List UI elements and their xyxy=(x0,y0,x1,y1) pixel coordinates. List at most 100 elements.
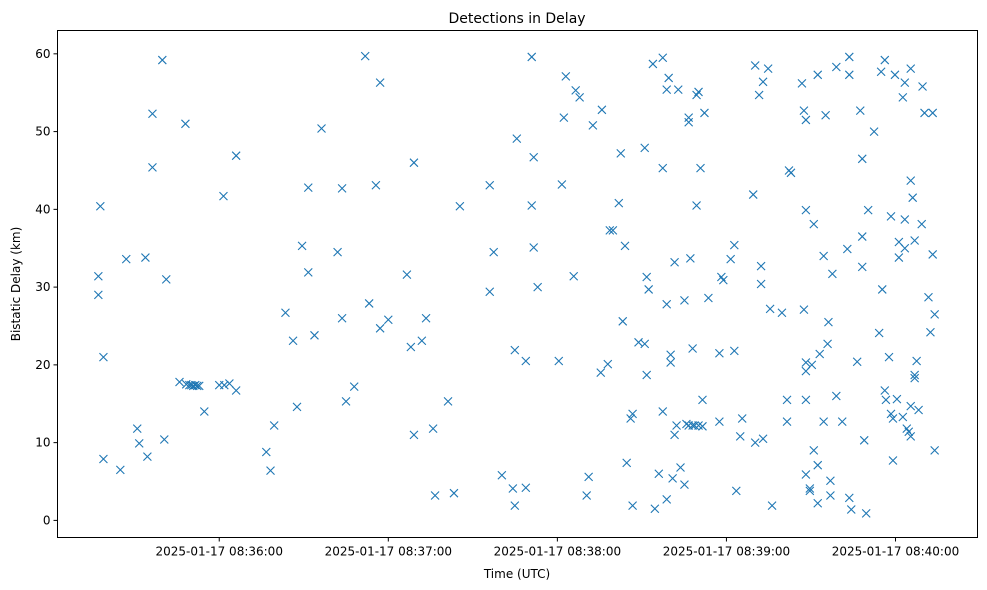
data-point xyxy=(383,315,393,325)
data-point xyxy=(924,292,933,302)
data-point xyxy=(684,117,694,127)
data-point xyxy=(698,395,707,405)
data-point xyxy=(758,77,768,87)
data-point xyxy=(569,271,579,281)
data-point xyxy=(880,386,890,395)
data-point xyxy=(756,261,766,271)
data-point xyxy=(303,267,313,277)
data-point xyxy=(884,352,894,362)
data-point xyxy=(894,253,904,262)
data-point xyxy=(417,336,427,346)
data-point xyxy=(813,460,823,470)
data-point xyxy=(281,308,290,318)
data-point xyxy=(823,339,832,349)
x-tick-label: 2025-01-17 08:37:00 xyxy=(325,545,452,559)
data-point xyxy=(608,225,618,235)
data-point xyxy=(672,421,681,430)
data-point xyxy=(912,356,922,366)
data-point xyxy=(337,183,347,193)
data-point xyxy=(99,454,108,464)
data-point xyxy=(855,106,865,115)
data-point xyxy=(148,162,157,172)
data-point xyxy=(640,143,650,153)
data-point xyxy=(863,205,873,215)
data-point xyxy=(527,201,537,210)
data-point xyxy=(857,232,867,241)
data-point xyxy=(157,55,167,65)
data-point xyxy=(815,349,825,359)
data-point xyxy=(288,336,298,346)
y-tick-label: 60 xyxy=(35,47,50,61)
data-point xyxy=(898,412,908,422)
data-point xyxy=(892,394,902,404)
data-point xyxy=(886,409,896,419)
data-point xyxy=(758,434,768,444)
data-point xyxy=(449,488,459,498)
data-point xyxy=(819,251,829,261)
data-point xyxy=(605,225,615,235)
data-point xyxy=(508,484,518,493)
data-point xyxy=(224,379,234,388)
data-point xyxy=(658,163,668,173)
data-point xyxy=(666,358,676,367)
data-point xyxy=(561,71,571,81)
data-point xyxy=(786,168,796,178)
data-point xyxy=(603,359,613,369)
data-point xyxy=(341,397,351,406)
data-point xyxy=(231,386,241,395)
data-point xyxy=(876,67,886,77)
data-point xyxy=(831,391,841,401)
data-point xyxy=(928,108,938,118)
data-point xyxy=(737,414,747,423)
data-point xyxy=(371,180,381,190)
data-point xyxy=(455,201,465,211)
data-point xyxy=(750,438,760,448)
data-point xyxy=(801,205,811,215)
data-point xyxy=(670,257,679,267)
data-point xyxy=(690,421,699,430)
data-point xyxy=(428,424,438,434)
data-point xyxy=(797,78,807,88)
data-point xyxy=(813,498,823,508)
data-point xyxy=(726,254,736,264)
data-point xyxy=(618,316,628,326)
data-point xyxy=(261,447,271,457)
data-point xyxy=(898,92,908,102)
y-tick-label: 50 xyxy=(35,125,50,139)
data-point xyxy=(521,483,531,493)
data-point xyxy=(718,275,728,285)
data-point xyxy=(906,432,916,441)
data-point xyxy=(861,509,871,518)
data-point xyxy=(512,134,522,143)
data-point xyxy=(297,241,307,251)
data-point xyxy=(642,272,652,282)
y-tick-label: 0 xyxy=(43,513,51,527)
data-point xyxy=(159,435,169,444)
data-point xyxy=(181,119,190,129)
data-point xyxy=(93,271,103,281)
data-point xyxy=(801,115,811,125)
data-point xyxy=(826,491,835,500)
data-point xyxy=(680,480,689,490)
data-point xyxy=(827,269,837,279)
data-point xyxy=(443,397,453,406)
data-point xyxy=(857,154,867,164)
data-point xyxy=(888,456,898,465)
data-point xyxy=(874,328,884,338)
data-point xyxy=(642,370,652,380)
data-point xyxy=(869,127,879,136)
data-point xyxy=(666,350,676,360)
data-point xyxy=(692,201,701,210)
data-point xyxy=(620,241,630,251)
data-point xyxy=(95,201,105,211)
data-point xyxy=(199,407,209,416)
data-point xyxy=(807,360,817,370)
data-point xyxy=(640,339,650,349)
data-point xyxy=(782,417,792,427)
data-point xyxy=(266,466,275,476)
data-point xyxy=(269,421,279,430)
data-point xyxy=(529,152,539,162)
data-point xyxy=(809,219,819,229)
data-point xyxy=(799,106,809,115)
data-point xyxy=(421,313,431,323)
